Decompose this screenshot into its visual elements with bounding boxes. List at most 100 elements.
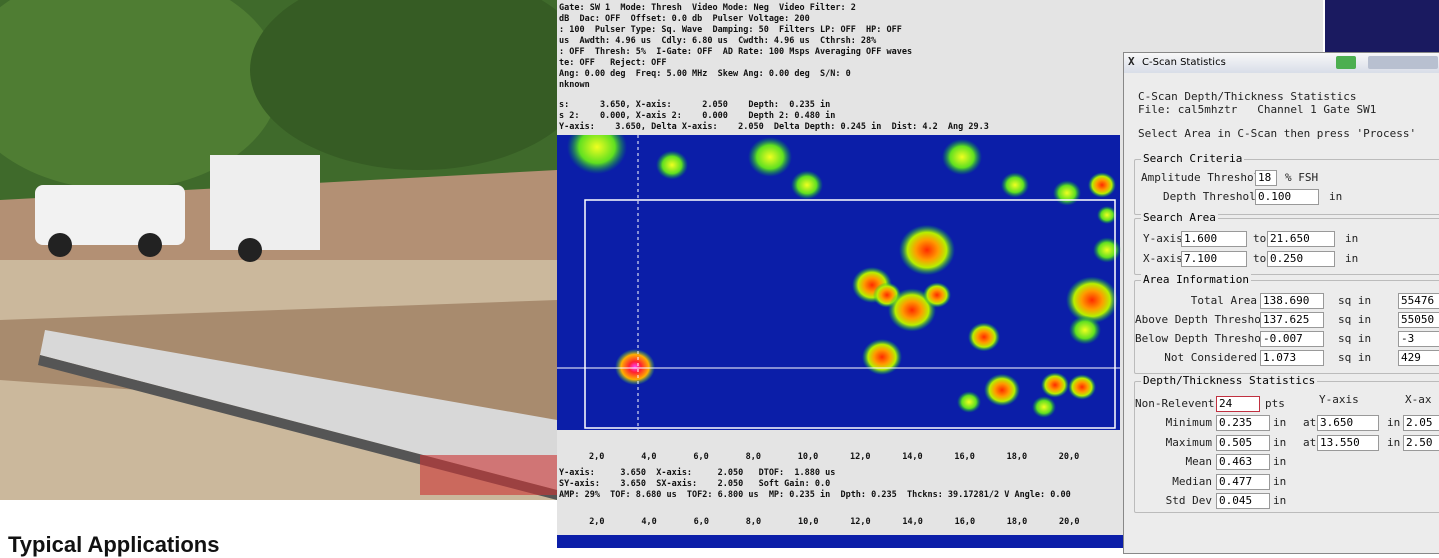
blob	[1053, 180, 1081, 206]
label: sq in	[1338, 351, 1372, 364]
axis-label: 10,0	[798, 517, 819, 527]
axis-label: 16,0	[954, 452, 975, 462]
input-field: 2.05	[1403, 415, 1439, 431]
fieldset-legend: Area Information	[1141, 273, 1251, 286]
instruction: Select Area in C-Scan then press 'Proces…	[1138, 127, 1417, 140]
photo	[0, 0, 557, 500]
fieldset-legend: Depth/Thickness Statistics	[1141, 374, 1318, 387]
label: Std Dev	[1165, 494, 1212, 507]
input-field: 0.235	[1216, 415, 1270, 431]
label: in	[1273, 474, 1287, 488]
blob	[1066, 276, 1118, 324]
label: Below Depth Threshold	[1135, 332, 1275, 345]
blob	[791, 170, 823, 200]
label: at	[1303, 416, 1317, 429]
title-bar: X C-Scan Statistics	[1124, 53, 1439, 73]
label: in	[1273, 455, 1287, 468]
input-field: 1.600	[1181, 231, 1247, 247]
input-field: 0.045	[1216, 493, 1270, 509]
label: in	[1273, 494, 1287, 507]
info-line: Ang: 0.00 deg Freq: 5.00 MHz Skew Ang: 0…	[559, 69, 851, 79]
info-line: Y-axis: 3.650 X-axis: 2.050 DTOF: 1.880 …	[559, 468, 836, 478]
axis-label: 20,0	[1058, 452, 1080, 462]
blob	[615, 349, 655, 385]
axis-label: 14,0	[902, 452, 923, 462]
axis-label: 8,0	[745, 452, 761, 462]
blob	[942, 139, 982, 175]
blob	[862, 339, 902, 375]
info-line: dB Dac: OFF Offset: 0.0 db Pulser Voltag…	[559, 14, 810, 24]
scan-window: Gate: SW 1 Mode: Thresh Video Mode: Neg …	[557, 0, 1123, 548]
blob	[1001, 172, 1029, 198]
axis-label: 4,0	[641, 452, 657, 462]
input-field: 0.505	[1216, 434, 1270, 451]
label: X-axis	[1143, 252, 1183, 265]
fieldset: Depth/Thickness Statistics Y-axis X-ax Non-…	[1134, 374, 1439, 513]
label: sq in	[1338, 332, 1372, 345]
axis-label: 14,0	[902, 517, 923, 527]
blob	[567, 135, 627, 174]
axis-label: 16,0	[954, 517, 976, 527]
axis-label: 4,0	[641, 517, 657, 527]
label: Maximum	[1165, 435, 1212, 449]
label: pts	[1265, 397, 1285, 410]
input-field: 0.477	[1216, 473, 1270, 490]
input-field: 0.100	[1255, 189, 1319, 205]
label: in	[1329, 190, 1343, 203]
label: Median	[1172, 474, 1212, 488]
info-line: te: OFF Reject: OFF	[559, 58, 667, 68]
blob	[1032, 396, 1056, 418]
blob	[748, 137, 792, 177]
blob	[656, 150, 688, 180]
blob	[923, 282, 951, 308]
fieldset: Search Area Y-axis 1.600 to 21.650 in X-axis 7.…	[1134, 211, 1439, 275]
label: to	[1253, 232, 1267, 245]
axis-label: 6,0	[693, 517, 709, 527]
info-line: AMP: 29% TOF: 8.680 us TOF2: 6.800 us MP…	[559, 490, 1071, 500]
blob	[1041, 372, 1069, 398]
label: Amplitude Threshold	[1141, 171, 1267, 184]
file: File: cal5mhztr Channel 1 Gate SW1	[1138, 103, 1377, 116]
btn-green[interactable]	[1336, 56, 1356, 69]
input-field: 0.463	[1216, 454, 1270, 470]
label: Minimum	[1165, 416, 1212, 429]
label: in	[1387, 416, 1401, 429]
input-field: 1.073	[1260, 350, 1324, 366]
info-line: : OFF Thresh: 5% I-Gate: OFF AD Rate: 10…	[559, 47, 913, 57]
label: sq in	[1338, 313, 1372, 326]
label: in	[1273, 416, 1287, 429]
input-field: 0.250	[1267, 251, 1335, 267]
input-field: 3.650	[1317, 415, 1379, 431]
blob	[1097, 206, 1117, 224]
label: in	[1387, 435, 1401, 449]
label: Non-Relevent	[1135, 397, 1215, 410]
window-controls[interactable]	[1368, 56, 1438, 69]
blob	[1093, 237, 1121, 263]
dialog: X C-Scan Statistics C-Scan Depth/Thickne…	[1123, 52, 1439, 554]
input-field: 55050	[1398, 312, 1439, 328]
blob	[968, 322, 1000, 352]
fieldset: Area Information Total Area 138.690 sq in 55…	[1134, 273, 1439, 374]
axis-label: 12,0	[850, 517, 871, 527]
label: Not Considered	[1164, 351, 1257, 364]
info-line: us Awdth: 4.96 us Cdly: 6.80 us Cwdth: 4…	[559, 36, 877, 46]
label: Above Depth Threshold	[1135, 313, 1275, 326]
label: X-ax	[1405, 393, 1432, 406]
caption: Typical Applications	[8, 532, 220, 557]
label: in	[1345, 252, 1359, 265]
axis-label: 20,0	[1059, 517, 1080, 527]
dialog-title: C-Scan Statistics	[1142, 57, 1226, 68]
label: Depth Threshold	[1163, 190, 1263, 203]
info-line: Gate: SW 1 Mode: Thresh Video Mode: Neg …	[559, 3, 856, 13]
axis-label: 8,0	[745, 517, 762, 527]
input-field: 18	[1255, 170, 1277, 186]
label: % FSH	[1285, 171, 1319, 184]
input-field: 138.690	[1260, 293, 1324, 309]
info-line: s 2: 0.000, X-axis 2: 0.000 Depth 2: 0.4…	[559, 111, 836, 121]
axis-label: 18,0	[1006, 452, 1028, 462]
heading: C-Scan Depth/Thickness Statistics	[1138, 90, 1357, 103]
axis-label: 12,0	[850, 452, 871, 462]
input-field: 21.650	[1267, 231, 1335, 247]
input-field: 13.550	[1317, 434, 1379, 451]
